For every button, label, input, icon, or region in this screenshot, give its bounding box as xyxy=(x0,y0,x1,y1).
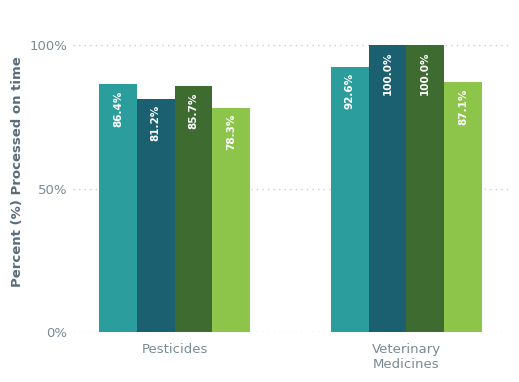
Bar xyxy=(212,108,250,332)
Bar xyxy=(99,84,137,332)
Bar xyxy=(137,99,174,332)
Text: 78.3%: 78.3% xyxy=(226,113,236,150)
Text: 100.0%: 100.0% xyxy=(420,51,430,95)
Bar xyxy=(174,86,212,332)
Bar xyxy=(406,45,444,332)
Text: 92.6%: 92.6% xyxy=(345,72,355,108)
Text: 87.1%: 87.1% xyxy=(458,88,468,125)
Text: 100.0%: 100.0% xyxy=(383,51,392,95)
Bar xyxy=(444,83,482,332)
Text: 81.2%: 81.2% xyxy=(151,105,161,141)
Text: 85.7%: 85.7% xyxy=(188,92,198,128)
Y-axis label: Percent (%) Processed on time: Percent (%) Processed on time xyxy=(11,56,24,287)
Bar xyxy=(331,66,369,332)
Text: 86.4%: 86.4% xyxy=(113,90,123,126)
Bar xyxy=(369,45,406,332)
